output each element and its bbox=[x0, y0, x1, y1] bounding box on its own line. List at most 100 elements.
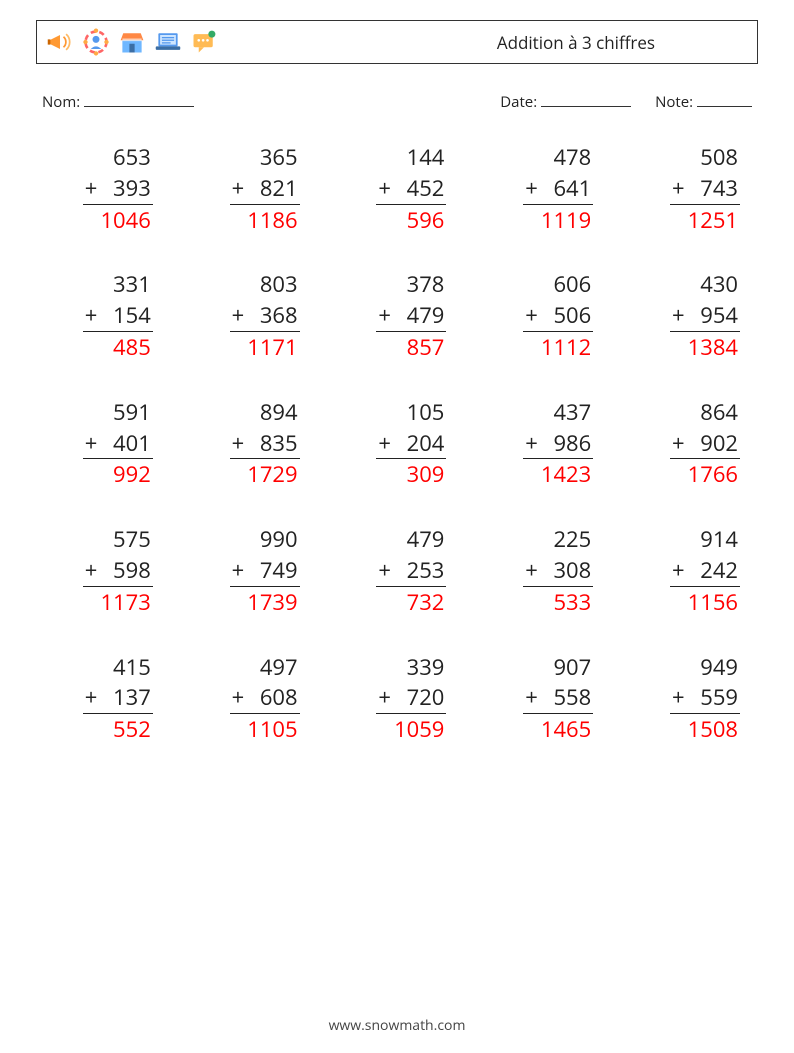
addend-bottom: 902 bbox=[700, 428, 738, 459]
operator: + bbox=[523, 428, 538, 459]
operator: + bbox=[376, 300, 391, 331]
addend-top: 479 bbox=[407, 524, 447, 555]
addend-top: 653 bbox=[113, 142, 153, 173]
chat-bubble-icon bbox=[189, 27, 219, 57]
problem-cell: 591+401992 bbox=[54, 397, 153, 490]
addend-bottom-row: +479 bbox=[376, 300, 446, 332]
addend-bottom: 154 bbox=[113, 300, 151, 331]
addend-top: 907 bbox=[553, 652, 593, 683]
addend-top: 415 bbox=[113, 652, 153, 683]
answer: 1171 bbox=[247, 332, 299, 363]
operator: + bbox=[523, 173, 538, 204]
addend-top: 591 bbox=[113, 397, 153, 428]
problem-cell: 653+3931046 bbox=[54, 142, 153, 235]
operator: + bbox=[230, 555, 245, 586]
worksheet-page: Addition à 3 chiffres Nom: Date: Note: 6… bbox=[0, 0, 794, 1053]
problem-cell: 225+308533 bbox=[494, 524, 593, 617]
answer: 1766 bbox=[688, 459, 740, 490]
problem-cell: 144+452596 bbox=[348, 142, 447, 235]
addend-bottom-row: +559 bbox=[670, 682, 740, 714]
problem-cell: 437+9861423 bbox=[494, 397, 593, 490]
problem-cell: 990+7491739 bbox=[201, 524, 300, 617]
answer: 1251 bbox=[688, 205, 740, 236]
addend-bottom: 598 bbox=[113, 555, 151, 586]
meta-date: Date: bbox=[500, 92, 631, 112]
problem-cell: 575+5981173 bbox=[54, 524, 153, 617]
name-label: Nom: bbox=[42, 92, 80, 112]
operator: + bbox=[670, 682, 685, 713]
date-blank[interactable] bbox=[541, 93, 631, 107]
operator: + bbox=[670, 428, 685, 459]
problem-cell: 479+253732 bbox=[348, 524, 447, 617]
operator: + bbox=[670, 300, 685, 331]
addend-top: 914 bbox=[700, 524, 740, 555]
addend-bottom-row: +253 bbox=[376, 555, 446, 587]
answer: 552 bbox=[113, 714, 153, 745]
addend-bottom-row: +368 bbox=[230, 300, 300, 332]
addend-top: 105 bbox=[407, 397, 447, 428]
score-label: Note: bbox=[655, 92, 693, 112]
addend-bottom-row: +308 bbox=[523, 555, 593, 587]
addend-bottom: 479 bbox=[407, 300, 445, 331]
addend-bottom: 641 bbox=[553, 173, 591, 204]
operator: + bbox=[83, 428, 98, 459]
addend-bottom-row: +452 bbox=[376, 173, 446, 205]
addend-bottom-row: +154 bbox=[83, 300, 153, 332]
problem-cell: 331+154485 bbox=[54, 269, 153, 362]
addend-top: 508 bbox=[700, 142, 740, 173]
answer: 1729 bbox=[247, 459, 299, 490]
worksheet-title: Addition à 3 chiffres bbox=[497, 31, 745, 54]
problem-cell: 907+5581465 bbox=[494, 652, 593, 745]
addend-top: 894 bbox=[260, 397, 300, 428]
operator: + bbox=[230, 682, 245, 713]
problem-cell: 606+5061112 bbox=[494, 269, 593, 362]
addend-bottom-row: +835 bbox=[230, 428, 300, 460]
addend-bottom-row: +743 bbox=[670, 173, 740, 205]
problem-cell: 378+479857 bbox=[348, 269, 447, 362]
answer: 596 bbox=[407, 205, 447, 236]
addend-top: 378 bbox=[407, 269, 447, 300]
answer: 1384 bbox=[688, 332, 740, 363]
addend-bottom: 720 bbox=[407, 682, 445, 713]
people-ring-icon bbox=[81, 27, 111, 57]
addend-top: 331 bbox=[113, 269, 153, 300]
addend-bottom-row: +749 bbox=[230, 555, 300, 587]
answer: 533 bbox=[553, 587, 593, 618]
addend-top: 478 bbox=[553, 142, 593, 173]
addend-bottom: 253 bbox=[407, 555, 445, 586]
addend-bottom-row: +954 bbox=[670, 300, 740, 332]
answer: 1173 bbox=[100, 587, 152, 618]
addend-top: 365 bbox=[260, 142, 300, 173]
problem-cell: 914+2421156 bbox=[641, 524, 740, 617]
name-blank[interactable] bbox=[84, 93, 194, 107]
addend-top: 990 bbox=[260, 524, 300, 555]
answer: 1423 bbox=[541, 459, 593, 490]
laptop-list-icon bbox=[153, 27, 183, 57]
addend-bottom-row: +393 bbox=[83, 173, 153, 205]
addend-bottom: 986 bbox=[553, 428, 591, 459]
operator: + bbox=[83, 173, 98, 204]
addend-bottom: 749 bbox=[260, 555, 298, 586]
storefront-icon bbox=[117, 27, 147, 57]
addend-bottom: 308 bbox=[553, 555, 591, 586]
problem-cell: 105+204309 bbox=[348, 397, 447, 490]
operator: + bbox=[376, 428, 391, 459]
date-label: Date: bbox=[500, 92, 537, 112]
problem-cell: 339+7201059 bbox=[348, 652, 447, 745]
addend-bottom: 954 bbox=[700, 300, 738, 331]
meta-row: Nom: Date: Note: bbox=[42, 92, 752, 112]
operator: + bbox=[230, 300, 245, 331]
answer: 1119 bbox=[541, 205, 593, 236]
operator: + bbox=[83, 555, 98, 586]
answer: 485 bbox=[113, 332, 153, 363]
score-blank[interactable] bbox=[697, 93, 752, 107]
problem-cell: 803+3681171 bbox=[201, 269, 300, 362]
addend-bottom-row: +506 bbox=[523, 300, 593, 332]
answer: 1739 bbox=[247, 587, 299, 618]
addend-bottom-row: +137 bbox=[83, 682, 153, 714]
addend-bottom: 452 bbox=[407, 173, 445, 204]
operator: + bbox=[376, 173, 391, 204]
addend-bottom-row: +558 bbox=[523, 682, 593, 714]
problem-cell: 365+8211186 bbox=[201, 142, 300, 235]
addend-bottom: 137 bbox=[113, 682, 151, 713]
